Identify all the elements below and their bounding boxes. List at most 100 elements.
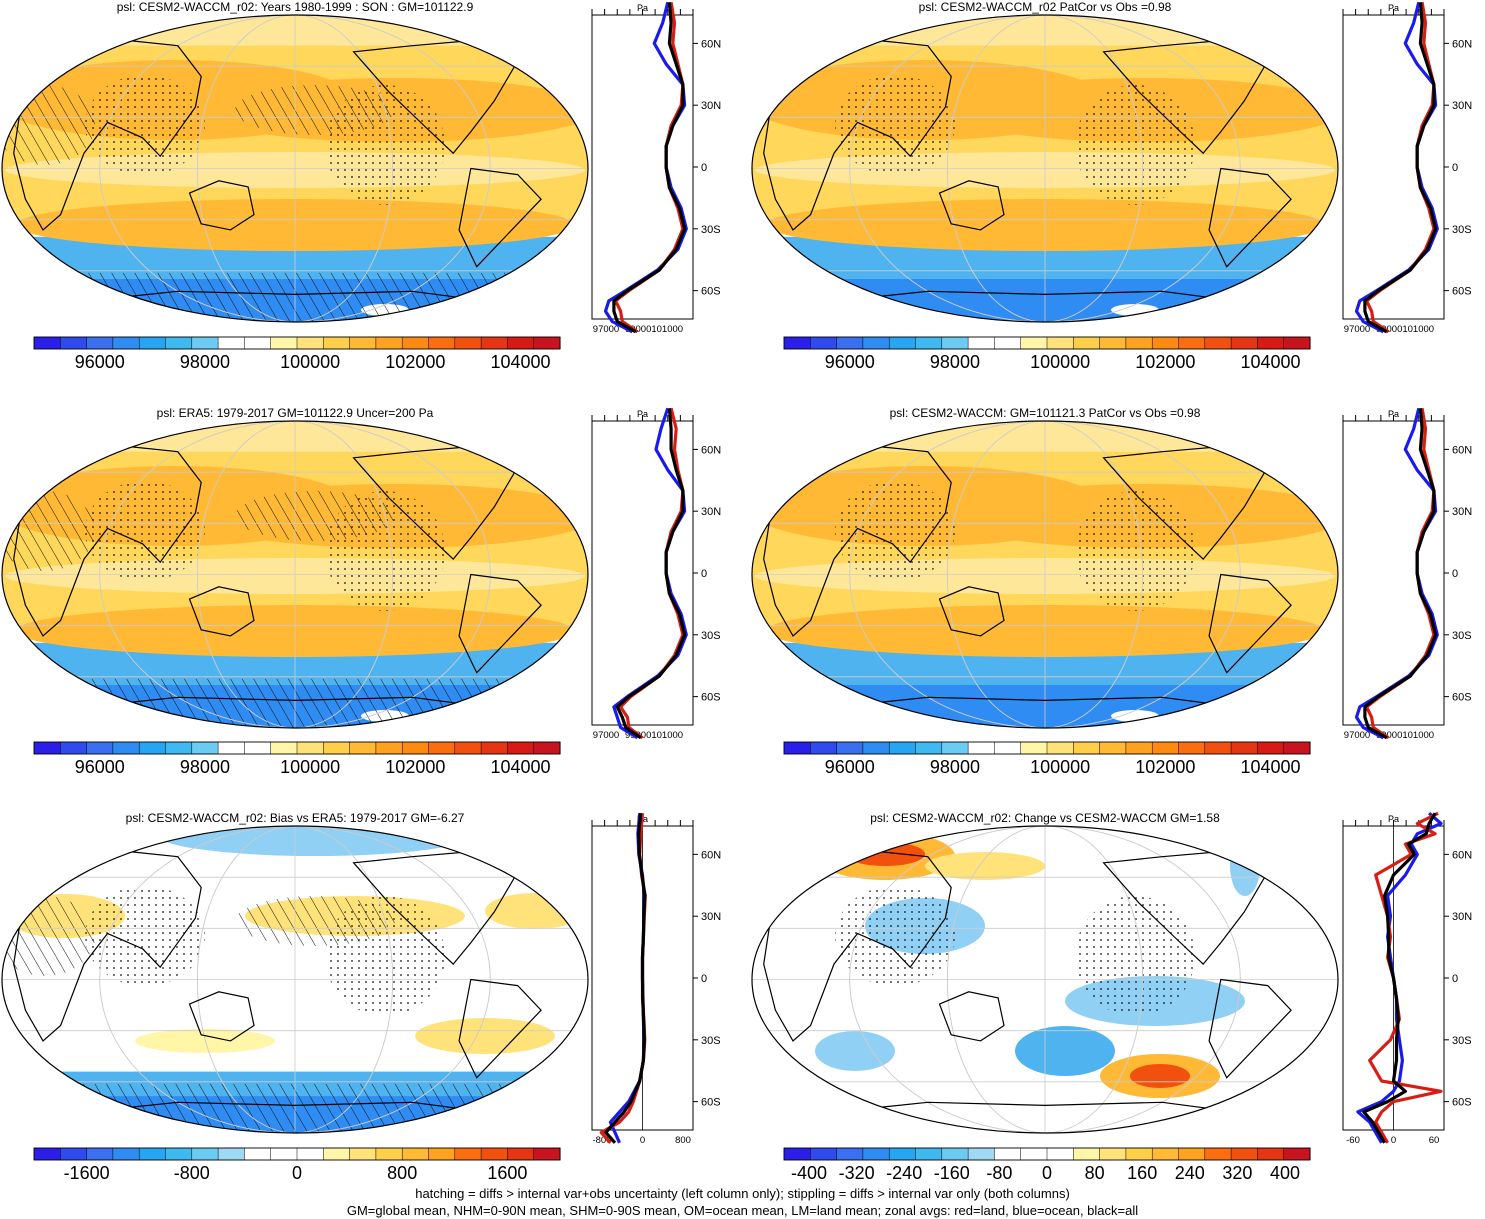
- colorbar-swatch: [862, 741, 890, 755]
- profile-xtick-label: 60: [1429, 1135, 1440, 1146]
- colorbar-swatch: [349, 336, 377, 350]
- profile-lat-label: 30N: [701, 911, 721, 923]
- colorbar-swatch: [1257, 336, 1285, 350]
- colorbar-swatch: [810, 741, 838, 755]
- colorbar-swatch: [217, 336, 245, 350]
- coastline: [352, 444, 519, 560]
- colorbar-swatch: [783, 741, 811, 755]
- coastline: [810, 696, 1280, 714]
- field-sp-decrease: [1015, 1026, 1115, 1076]
- profile-lat-label: 0: [1452, 568, 1458, 580]
- field-io-positive-bias: [135, 1029, 275, 1053]
- stippling: [325, 491, 445, 611]
- profile-lat-label: 60N: [1452, 849, 1472, 861]
- coastline: [938, 586, 1005, 637]
- colorbar-swatch: [454, 741, 482, 755]
- colorbar-swatch: [1230, 1147, 1258, 1161]
- colorbar-swatch: [1073, 741, 1101, 755]
- zonal-profile: Pa 60N 30N 0 30S 60S -60 0 60: [1342, 811, 1472, 1146]
- coastline: [60, 290, 530, 308]
- colorbar-tick-label: 98000: [930, 757, 980, 777]
- panel-title: psl: CESM2-WACCM_r02: Years 1980-1999 : …: [117, 0, 474, 14]
- profile-xtick-label: 97000: [593, 730, 619, 741]
- colorbar-swatch: [428, 1147, 456, 1161]
- colorbar-tick-label: -800: [174, 1163, 210, 1183]
- colorbar-swatch: [533, 1147, 561, 1161]
- colorbar: 96000 98000 100000 102000 104000: [783, 741, 1311, 777]
- colorbar-tick-label: 98000: [180, 352, 230, 372]
- colorbar-swatch: [1178, 1147, 1206, 1161]
- colorbar-swatch: [533, 741, 561, 755]
- colorbar-swatch: [1283, 336, 1311, 350]
- colorbar-swatch: [1099, 1147, 1127, 1161]
- profile-unit: Pa: [637, 3, 648, 13]
- stippling: [85, 75, 205, 175]
- profile-unit: Pa: [1388, 3, 1399, 13]
- colorbar-swatch: [1204, 1147, 1232, 1161]
- coastline: [810, 1101, 1280, 1119]
- profile-lat-label: 30N: [1452, 100, 1472, 112]
- colorbar-swatch: [941, 336, 969, 350]
- panel-title: psl: ERA5: 1979-2017 GM=101122.9 Uncer=2…: [157, 406, 434, 420]
- colorbar-swatch: [270, 741, 298, 755]
- zonal-profile: Pa 60N 30N 0 30S 60S 97000 99000101000: [1342, 407, 1472, 741]
- panel-5: psl: CESM2-WACCM_r02: Bias vs ERA5: 1979…: [1, 811, 721, 1183]
- colorbar-swatch: [888, 1147, 917, 1161]
- colorbar-tick-label: 0: [292, 1163, 302, 1183]
- profile-xtick-label: 97000: [593, 324, 619, 335]
- stippling: [325, 896, 445, 1016]
- colorbar-swatch: [296, 336, 324, 350]
- colorbar-swatch: [165, 1147, 193, 1161]
- colorbar-swatch: [165, 741, 193, 755]
- colorbar-swatch: [296, 1147, 324, 1161]
- profile-lat-label: 0: [701, 162, 707, 174]
- colorbar-swatch: [836, 1147, 864, 1161]
- colorbar-swatch: [862, 1147, 890, 1161]
- colorbar-swatch: [1151, 1147, 1180, 1161]
- colorbar-swatch: [1204, 336, 1232, 350]
- colorbar-swatch: [507, 336, 535, 350]
- colorbar-outline: [33, 741, 561, 755]
- colorbar-outline: [33, 1147, 561, 1161]
- colorbar-swatch: [244, 741, 272, 755]
- field-atlantic-decrease: [1230, 836, 1260, 896]
- colorbar-swatch: [33, 336, 61, 350]
- colorbar: -400 -320 -240 -160 -80 0 80 160 240 320 400: [783, 1147, 1311, 1183]
- colorbar-tick-label: 96000: [75, 757, 125, 777]
- panel-6: psl: CESM2-WACCM_r02: Change vs CESM2-WA…: [751, 811, 1472, 1183]
- colorbar-swatch: [810, 336, 838, 350]
- colorbar-swatch: [1283, 741, 1311, 755]
- zonal-profile: Pa 60N 30N 0 30S 60S 97000 99000101000: [591, 407, 721, 741]
- colorbar-swatch: [138, 741, 167, 755]
- colorbar-swatch: [480, 741, 508, 755]
- coastline: [188, 991, 255, 1042]
- colorbar: -1600 -800 0 800 1600: [33, 1147, 561, 1183]
- profile-lat-label: 60S: [701, 1097, 721, 1109]
- profile-line-all: [1363, 2, 1438, 334]
- stippling: [835, 75, 955, 175]
- coastline: [188, 180, 255, 231]
- colorbar-tick-label: -80: [986, 1163, 1012, 1183]
- panel-4: psl: CESM2-WACCM: GM=101121.3 PatCor vs …: [751, 406, 1472, 777]
- colorbar-swatch: [191, 1147, 219, 1161]
- profile-lat-label: 30S: [701, 630, 721, 642]
- profile-xtick-label: 97000: [1344, 730, 1370, 741]
- colorbar-swatch: [1283, 1147, 1311, 1161]
- colorbar-swatch: [1178, 741, 1206, 755]
- colorbar-swatch: [1257, 741, 1285, 755]
- colorbar-swatch: [941, 1147, 969, 1161]
- colorbar-swatch: [244, 336, 272, 350]
- map-outline: [1, 14, 589, 323]
- colorbar-tick-label: 100000: [280, 757, 340, 777]
- colorbar-swatch: [270, 1147, 298, 1161]
- colorbar: 96000 98000 100000 102000 104000: [33, 336, 561, 372]
- profile-line-all: [604, 813, 647, 1144]
- profile-lat-label: 30N: [1452, 506, 1472, 518]
- colorbar-swatch: [994, 741, 1022, 755]
- coastline: [810, 290, 1280, 308]
- profile-xtick-label: 99000101000: [1376, 324, 1434, 335]
- field-arctic-negative-bias: [155, 826, 475, 856]
- profile-lat-label: 0: [1452, 973, 1458, 985]
- colorbar-swatch: [1151, 741, 1180, 755]
